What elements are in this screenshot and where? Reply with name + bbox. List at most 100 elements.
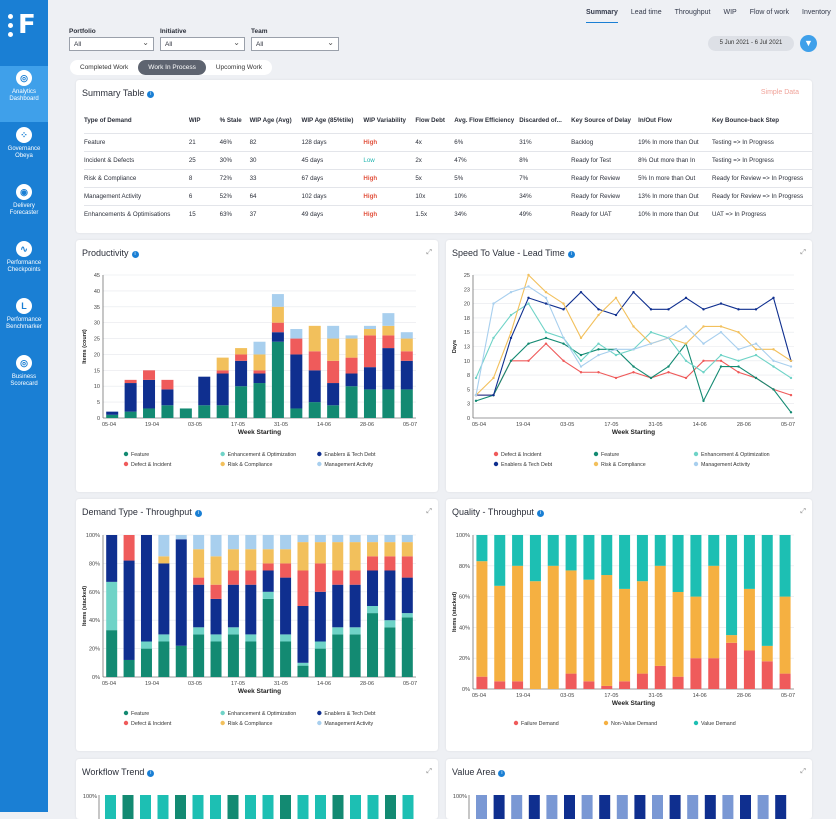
point-management: [789, 365, 793, 368]
x-tick-label: 17-05: [604, 693, 618, 699]
x-tick-label: 05-07: [403, 681, 417, 687]
table-cell: 30%: [219, 151, 250, 170]
legend-entry: Enhancement & Optimization: [228, 452, 297, 458]
initiative-filter: Initiative All: [160, 28, 245, 51]
portfolio-select[interactable]: All: [69, 37, 154, 51]
x-tick-label: 28-06: [737, 693, 751, 699]
table-cell: 8: [188, 169, 220, 188]
sidebar-item-obeya[interactable]: ⁘ Governance Obeya: [0, 123, 48, 179]
y-tick-label: 5: [97, 400, 100, 406]
logo[interactable]: F: [8, 10, 40, 40]
sidebar-item-checkpoints[interactable]: ∿ Performance Checkpoints: [0, 237, 48, 293]
bar-workflow: [227, 795, 239, 819]
column-header[interactable]: WIP Variability: [363, 117, 406, 124]
point-feature: [579, 353, 583, 357]
x-tick-label: 31-05: [274, 681, 288, 687]
topnav-inventory[interactable]: Inventory: [802, 9, 831, 16]
column-header[interactable]: WIP: [188, 117, 201, 124]
x-tick-label: 17-05: [231, 422, 245, 428]
column-header[interactable]: WIP Age (85%tile): [301, 117, 354, 124]
bar-enhancement: [314, 641, 326, 649]
point-feature: [527, 342, 530, 345]
column-header[interactable]: WIP Age (Avg): [249, 117, 292, 124]
bar-management: [227, 535, 239, 550]
point-risk: [632, 325, 635, 328]
sidebar-item-benchmarker[interactable]: L Performance Benchmarker: [0, 294, 48, 350]
column-header[interactable]: Avg. Flow Efficiency: [454, 117, 515, 124]
bar-nonvalue: [512, 565, 524, 682]
filter-icon[interactable]: ▼: [800, 35, 817, 52]
legend-entry: Defect & Incident: [131, 462, 172, 468]
topnav-throughput[interactable]: Throughput: [674, 9, 711, 16]
y-tick-label: 60%: [459, 595, 470, 601]
column-header[interactable]: Key Source of Delay: [571, 117, 631, 124]
expand-icon[interactable]: ⤢: [426, 768, 432, 775]
column-header[interactable]: % Stale: [219, 117, 242, 124]
initiative-select[interactable]: All: [160, 37, 245, 51]
column-header[interactable]: Flow Debt: [415, 117, 445, 124]
point-feature: [667, 365, 670, 368]
table-cell: 13% In more than Out: [638, 187, 712, 206]
info-icon[interactable]: i: [536, 510, 544, 517]
topnav-lead-time[interactable]: Lead time: [630, 9, 662, 16]
team-select[interactable]: All: [251, 37, 339, 51]
tab-work-in-process[interactable]: Work In Process: [138, 60, 206, 75]
info-icon[interactable]: i: [147, 770, 155, 777]
bar-value: [476, 535, 488, 562]
tab-upcoming-work[interactable]: Upcoming Work: [215, 64, 262, 71]
bar-enablers: [253, 373, 266, 384]
x-tick-label: 14-06: [317, 681, 331, 687]
tab-completed-work[interactable]: Completed Work: [80, 64, 129, 71]
info-icon[interactable]: i: [131, 251, 139, 258]
table-cell: 8% Out more than In: [638, 151, 712, 170]
info-icon[interactable]: i: [498, 770, 506, 777]
bar-defect: [193, 577, 205, 585]
point-enhancement: [649, 331, 653, 334]
bar-failure: [476, 676, 488, 689]
info-icon[interactable]: i: [147, 91, 155, 98]
expand-icon[interactable]: ⤢: [800, 249, 806, 256]
bar-risk: [327, 338, 340, 361]
productivity-title-text: Productivity: [82, 248, 129, 258]
bar-failure: [708, 658, 720, 689]
column-header[interactable]: Type of Demand: [84, 117, 132, 124]
bar-feature: [227, 634, 239, 677]
bar-defect: [367, 556, 379, 571]
bar-failure: [565, 673, 577, 689]
expand-icon[interactable]: ⤢: [426, 249, 432, 256]
expand-icon[interactable]: ⤢: [426, 508, 432, 515]
expand-icon[interactable]: ⤢: [800, 768, 806, 775]
bar-feature: [193, 634, 205, 677]
point-defect: [737, 371, 740, 374]
simple-data-link[interactable]: Simple Data: [760, 89, 799, 96]
column-header[interactable]: In/Out Flow: [638, 117, 672, 124]
bar-enablers: [363, 367, 376, 390]
bar-failure: [690, 658, 702, 689]
sidebar-item-label: Benchmarker: [6, 324, 42, 330]
table-cell: Testing => In Progress: [711, 133, 812, 152]
bar-value: [619, 535, 631, 589]
bar-defect: [262, 563, 274, 571]
sidebar-item-scorecard[interactable]: ◎ Business Scorecard: [0, 351, 48, 407]
sidebar-item-forecaster[interactable]: ◉ Delivery Forecaster: [0, 180, 48, 236]
bar-enablers: [308, 370, 321, 403]
info-icon[interactable]: i: [567, 251, 575, 258]
bar-management: [349, 535, 361, 543]
legend-entry: Defect & Incident: [131, 721, 172, 727]
date-range-picker[interactable]: 5 Jun 2021 - 6 Jul 2021: [708, 36, 794, 51]
column-header[interactable]: Key Bounce-back Step: [711, 117, 780, 124]
expand-icon[interactable]: ⤢: [800, 508, 806, 515]
bar-value: [708, 535, 720, 566]
topnav-summary[interactable]: Summary: [586, 9, 618, 23]
sidebar-item-dashboard[interactable]: ◎ Analytics Dashboard: [0, 66, 48, 122]
topnav-wip[interactable]: WIP: [723, 9, 737, 16]
bar-enablers: [297, 606, 309, 663]
x-tick-label: 17-05: [231, 681, 245, 687]
value-area-title: Value Area i: [452, 767, 506, 777]
y-tick-label: 20: [94, 352, 100, 358]
column-header[interactable]: Discarded of...: [519, 117, 562, 124]
bar-enablers: [140, 535, 152, 642]
bar-defect: [400, 351, 413, 361]
info-icon[interactable]: i: [194, 510, 202, 517]
topnav-flow-of-work[interactable]: Flow of work: [749, 9, 789, 16]
